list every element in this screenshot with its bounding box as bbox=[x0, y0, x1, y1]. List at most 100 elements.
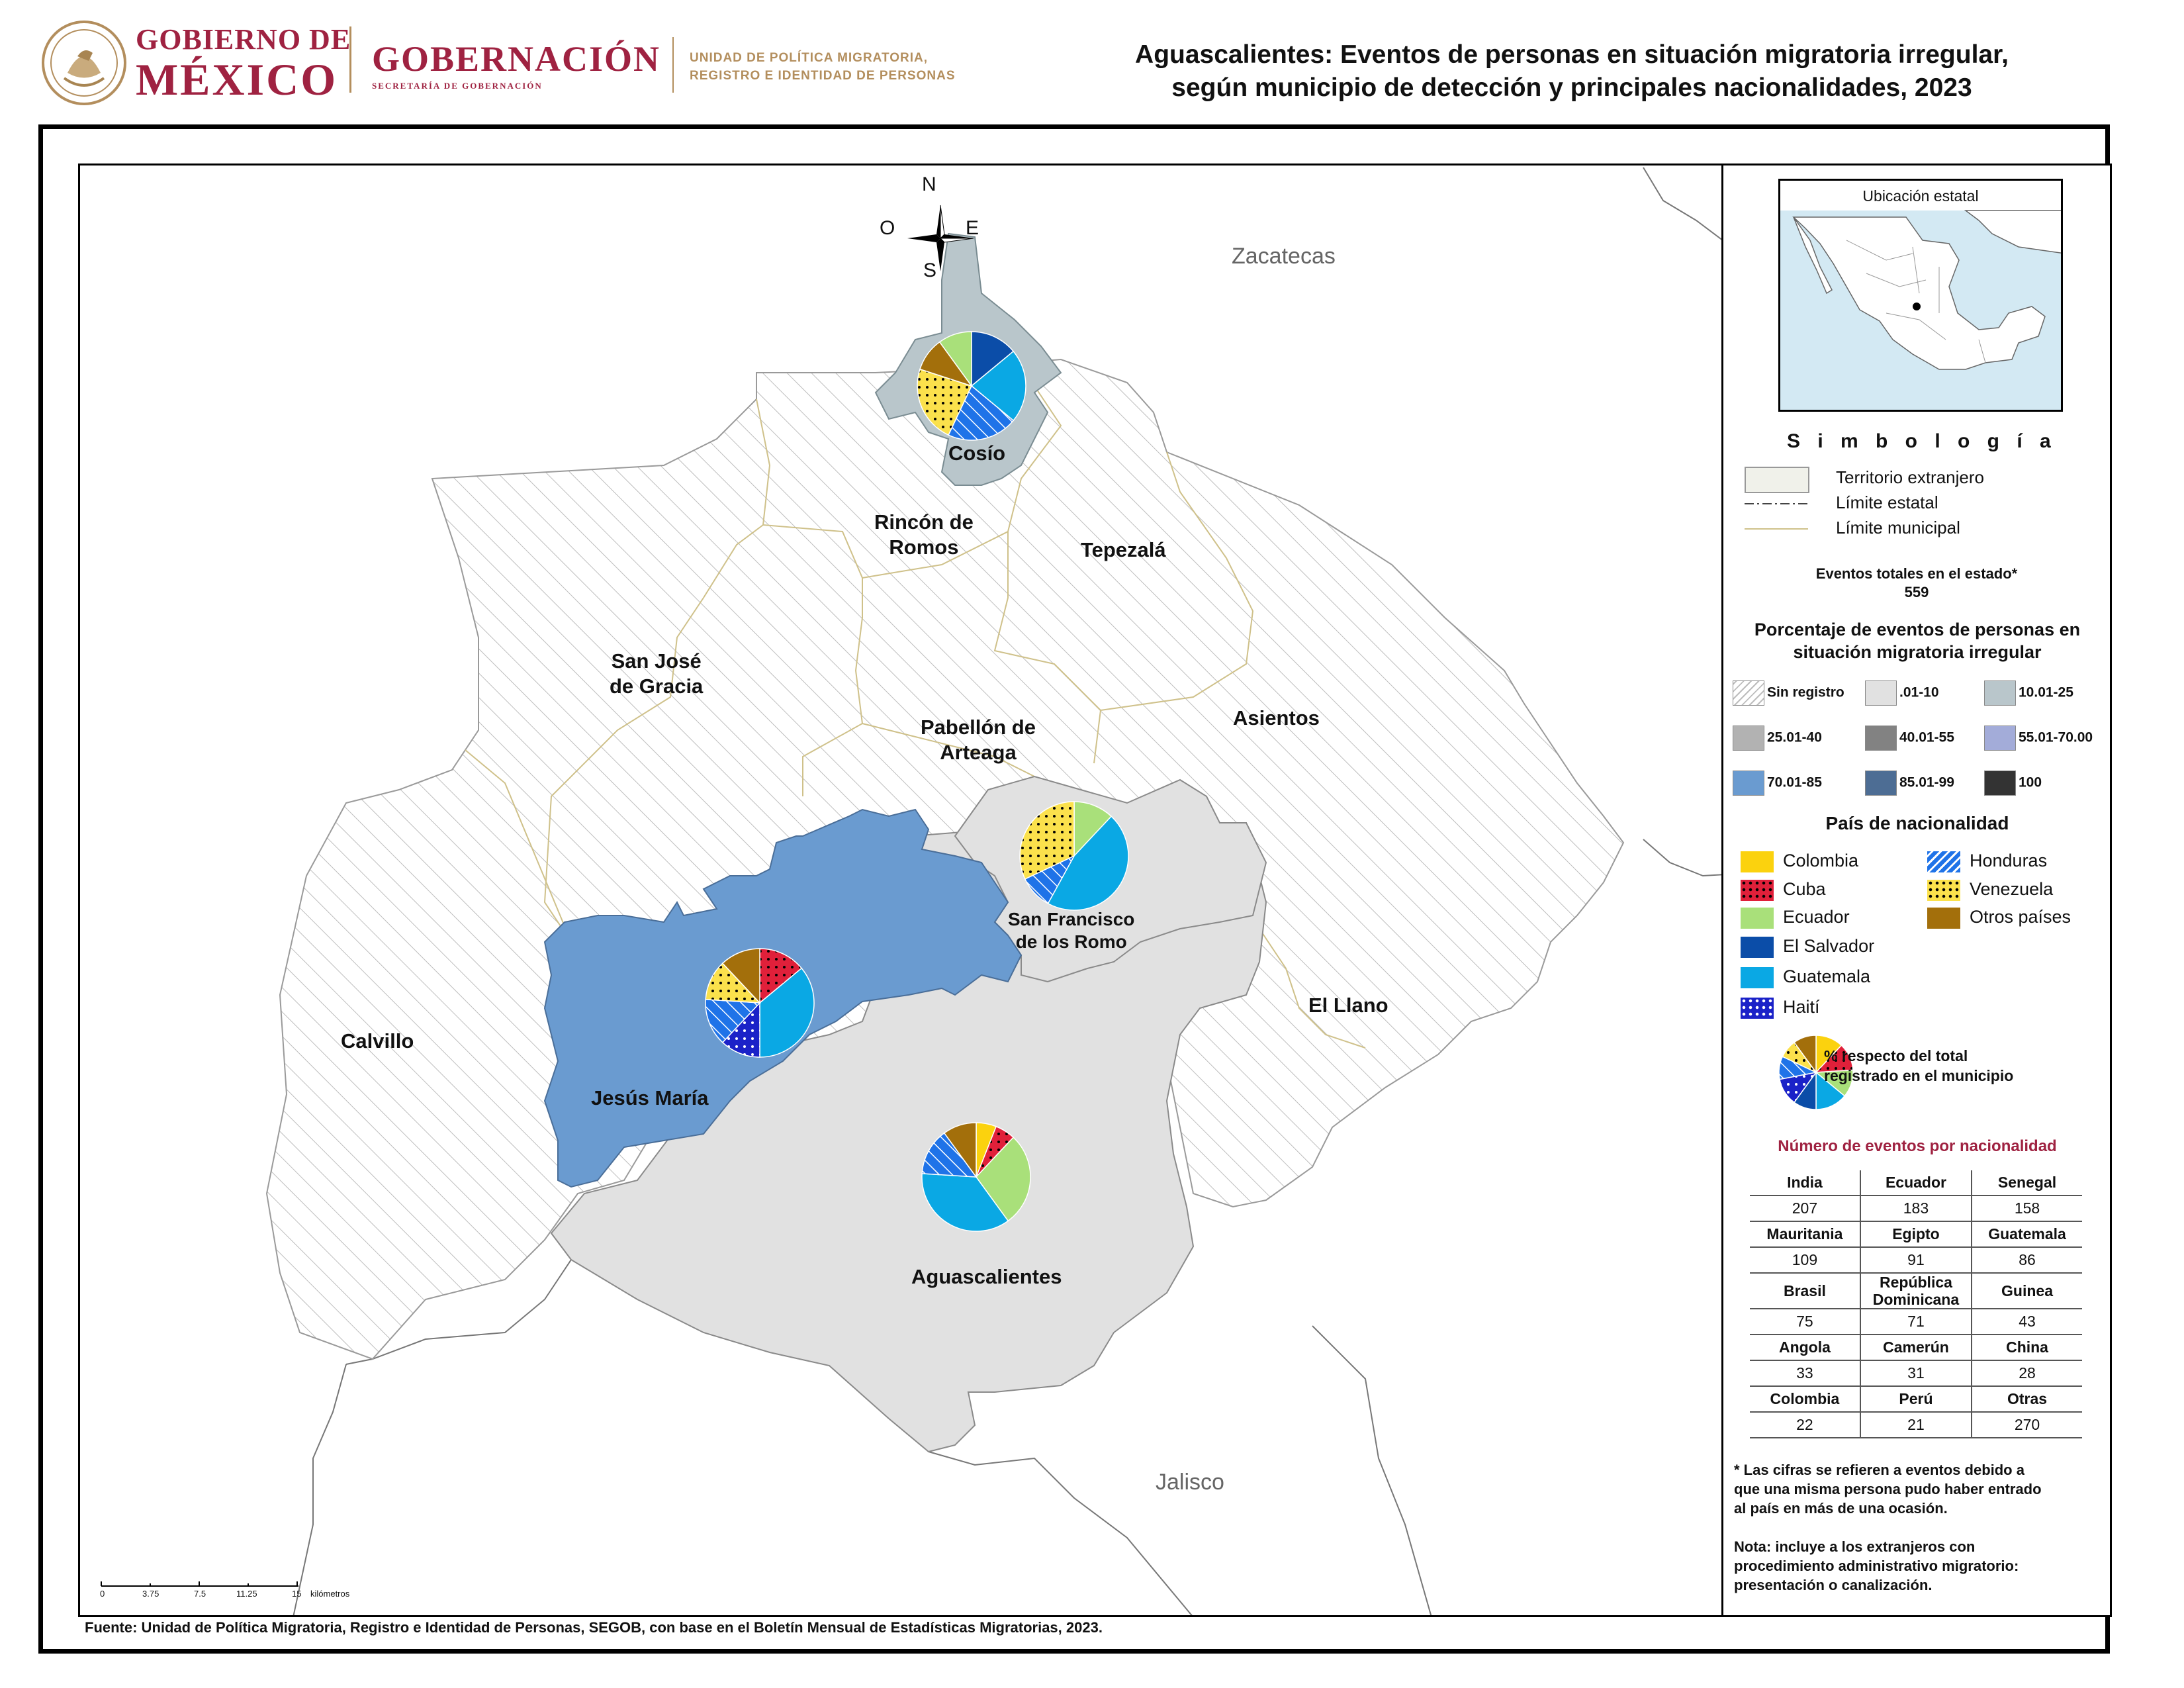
table-count: 207 bbox=[1750, 1196, 1860, 1222]
nationality-label: Honduras bbox=[1970, 851, 2048, 870]
class-label: 40.01-55 bbox=[1899, 729, 1954, 745]
label-tepezala: Tepezalá bbox=[1081, 538, 1166, 561]
scale-tick-1: 3.75 bbox=[142, 1589, 159, 1599]
scale-tick-3: 11.25 bbox=[236, 1589, 257, 1599]
pie-slice-guatemala bbox=[970, 350, 1026, 422]
table-country: Mauritania bbox=[1750, 1221, 1860, 1248]
unidad-line-2: REGISTRO E IDENTIDAD DE PERSONAS bbox=[690, 69, 956, 83]
pie-slice-guatemala bbox=[1047, 816, 1129, 911]
class-swatch bbox=[1984, 726, 2016, 751]
note-2: Nota: incluye a los extranjeros con proc… bbox=[1734, 1537, 2105, 1595]
nationality-swatch bbox=[1927, 851, 1960, 872]
note-2-line-2: procedimiento administrativo migratorio: bbox=[1734, 1558, 2019, 1574]
table-value-row: 75 71 43 bbox=[1750, 1309, 2082, 1335]
scale-tick-0: 0 bbox=[100, 1589, 105, 1599]
national-seal-icon bbox=[42, 21, 126, 105]
state-limit-label: Límite estatal bbox=[1836, 492, 1938, 512]
table-value-row: 109 91 86 bbox=[1750, 1247, 2082, 1274]
label-calvillo: Calvillo bbox=[341, 1029, 414, 1053]
class-label: 100 bbox=[2019, 774, 2042, 790]
nationality-label: Guatemala bbox=[1783, 966, 1871, 986]
municipio-aguascalientes bbox=[550, 822, 1267, 1453]
location-inset-map: Ubicación estatal bbox=[1778, 179, 2063, 412]
unidad-text: UNIDAD DE POLÍTICA MIGRATORIA, REGISTRO … bbox=[690, 49, 956, 85]
table-count: 270 bbox=[1971, 1412, 2082, 1438]
neighbor-label-south: Jalisco bbox=[1156, 1470, 1224, 1495]
pie-slice-venezuela bbox=[917, 368, 973, 436]
nationality-item: Haití bbox=[1741, 997, 1820, 1019]
class-item: 85.01-99 bbox=[1865, 771, 1954, 796]
table-count: 183 bbox=[1859, 1196, 1972, 1222]
class-swatch bbox=[1733, 771, 1764, 796]
mexico-outline-map bbox=[1780, 210, 2061, 410]
table-value-row: 207 183 158 bbox=[1750, 1196, 2082, 1222]
pie-slice-guatemala bbox=[921, 1173, 1009, 1232]
table-country: Otras bbox=[1971, 1386, 2082, 1413]
table-country: Perú bbox=[1859, 1386, 1972, 1413]
scale-tick-2: 7.5 bbox=[194, 1589, 206, 1599]
table-count: 71 bbox=[1859, 1309, 1972, 1335]
pie-note-line-2: registrado en el municipio bbox=[1824, 1067, 2014, 1084]
pie-cosío bbox=[917, 331, 1026, 441]
class-swatch bbox=[1865, 726, 1897, 751]
percentage-title: Porcentaje de eventos de personas en sit… bbox=[1733, 618, 2102, 663]
header-divider bbox=[349, 26, 351, 93]
note-1: * Las cifras se refieren a eventos debid… bbox=[1734, 1460, 2105, 1518]
table-count: 28 bbox=[1971, 1360, 2082, 1387]
note-2-line-1: Nota: incluye a los extranjeros con bbox=[1734, 1538, 1976, 1555]
class-label: Sin registro bbox=[1767, 684, 1844, 700]
nationality-swatch bbox=[1927, 907, 1960, 929]
events-table-title: Número de eventos por nacionalidad bbox=[1778, 1137, 2057, 1155]
nationality-title: País de nacionalidad bbox=[1825, 813, 2009, 833]
nationality-label: Venezuela bbox=[1970, 879, 2054, 899]
table-value-row: 22 21 270 bbox=[1750, 1412, 2082, 1438]
gobernacion-text: GOBERNACIÓN bbox=[372, 39, 661, 79]
nationality-label: Colombia bbox=[1783, 851, 1859, 870]
class-item: 55.01-70.00 bbox=[1984, 726, 2093, 751]
map-title-line-1: Aguascalientes: Eventos de personas en s… bbox=[1135, 40, 2009, 69]
class-item: 25.01-40 bbox=[1733, 726, 1822, 751]
total-events: Eventos totales en el estado* 559 bbox=[1738, 565, 2095, 602]
nationality-item: Guatemala bbox=[1741, 966, 1870, 988]
label-pabellon-de-arteaga: Pabellón de Arteaga bbox=[921, 716, 1036, 764]
table-count: 22 bbox=[1750, 1412, 1860, 1438]
inset-title: Ubicación estatal bbox=[1862, 187, 1979, 205]
percentage-title-line-1: Porcentaje de eventos de personas en bbox=[1754, 620, 2081, 639]
pie-san-francisco-de-los-romo bbox=[1019, 801, 1129, 911]
pie-slice-el-salvador bbox=[971, 331, 1015, 387]
pie-slice-cuba bbox=[759, 948, 803, 1004]
gobernacion-subtext: SECRETARÍA DE GOBERNACIÓN bbox=[372, 81, 543, 91]
events-table: India Ecuador Senegal 207 183 158 Mauritania Eg… bbox=[1750, 1170, 2082, 1438]
map-svg bbox=[265, 167, 1721, 1615]
north-arrow-icon bbox=[907, 205, 974, 271]
table-count: 21 bbox=[1859, 1412, 1972, 1438]
note-2-line-3: presentación o canalización. bbox=[1734, 1577, 1933, 1593]
nationality-swatch bbox=[1741, 997, 1774, 1019]
nationality-item: Cuba bbox=[1741, 879, 1826, 901]
nationality-label: Cuba bbox=[1783, 879, 1826, 899]
note-1-line-1: * Las cifras se refieren a eventos debid… bbox=[1734, 1462, 2025, 1478]
class-item: 10.01-25 bbox=[1984, 680, 2073, 706]
nationality-swatch bbox=[1741, 907, 1774, 929]
class-swatch bbox=[1865, 771, 1897, 796]
note-1-line-3: al país en más de una ocasión. bbox=[1734, 1500, 1948, 1517]
nationality-item: Venezuela bbox=[1927, 879, 2053, 901]
nationality-swatch bbox=[1741, 966, 1774, 988]
label-asientos: Asientos bbox=[1233, 706, 1320, 729]
table-country: Senegal bbox=[1971, 1170, 2082, 1196]
table-country: China bbox=[1971, 1335, 2082, 1361]
pie-slice-honduras bbox=[705, 999, 761, 1043]
pie-jesús-maría bbox=[705, 948, 815, 1058]
logo-line-2: MÉXICO bbox=[136, 54, 338, 105]
unidad-line-1: UNIDAD DE POLÍTICA MIGRATORIA, bbox=[690, 51, 929, 65]
class-label: 10.01-25 bbox=[2019, 684, 2073, 700]
nationality-swatch bbox=[1741, 851, 1774, 872]
total-events-value: 559 bbox=[1904, 584, 1929, 600]
table-count: 109 bbox=[1750, 1247, 1860, 1274]
state-limit-line bbox=[1745, 503, 1808, 504]
class-label: .01-10 bbox=[1899, 684, 1939, 700]
class-swatch bbox=[1865, 680, 1897, 706]
pie-slice-ecuador bbox=[976, 1137, 1031, 1222]
label-jesus-maria: Jesús María bbox=[591, 1086, 709, 1109]
table-country: India bbox=[1750, 1170, 1860, 1196]
